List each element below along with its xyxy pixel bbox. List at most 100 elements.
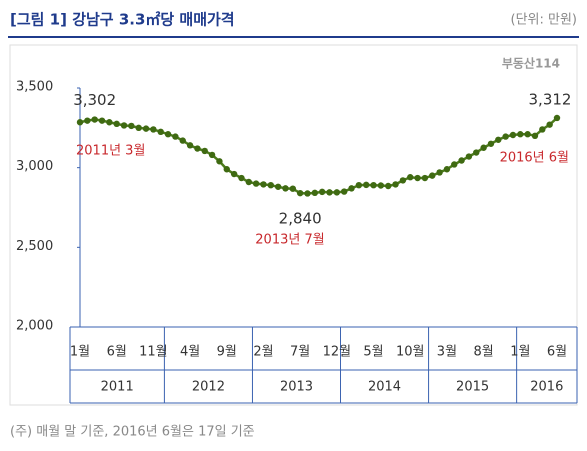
y-tick-label: 2,000: [16, 319, 53, 334]
y-tick-label: 3,500: [16, 80, 53, 95]
marker: [421, 174, 429, 182]
marker: [399, 177, 407, 184]
year-label: 2012: [192, 380, 225, 395]
marker: [465, 153, 473, 160]
marker: [223, 166, 230, 173]
x-tick-label: 7월: [290, 345, 310, 360]
marker: [194, 145, 201, 152]
marker: [414, 174, 421, 182]
x-tick-label: 1월: [510, 345, 530, 360]
marker: [128, 122, 135, 130]
marker: [186, 142, 194, 149]
marker: [553, 114, 561, 122]
marker: [524, 131, 531, 138]
marker: [509, 131, 517, 139]
marker: [106, 119, 113, 126]
x-tick-label: 12월: [323, 345, 352, 360]
marker: [120, 122, 128, 129]
marker: [407, 174, 414, 181]
annotation: 2013년 7월: [255, 233, 324, 248]
marker: [289, 185, 297, 192]
annotation: 2016년 6월: [500, 151, 569, 166]
annotation: 2011년 3월: [76, 144, 145, 159]
marker: [208, 151, 216, 159]
year-label: 2013: [280, 380, 313, 395]
marker: [340, 188, 348, 195]
year-label: 2011: [101, 380, 134, 395]
marker: [546, 121, 553, 128]
marker: [326, 189, 333, 196]
x-tick-label: 10월: [396, 345, 425, 360]
marker: [150, 126, 157, 133]
year-label: 2016: [530, 380, 563, 395]
marker: [91, 116, 98, 123]
marker: [377, 182, 385, 189]
marker: [230, 170, 238, 178]
x-tick-label: 1월: [70, 345, 90, 360]
marker: [238, 174, 245, 182]
marker: [113, 120, 120, 128]
x-tick-label: 8월: [473, 345, 493, 360]
marker: [135, 124, 142, 132]
marker: [311, 189, 319, 197]
marker: [98, 117, 106, 124]
unit-label: (단위: 만원): [511, 13, 578, 28]
x-tick-label: 4월: [180, 345, 200, 360]
x-tick-label: 6월: [107, 345, 127, 360]
marker: [436, 169, 443, 176]
year-label: 2015: [456, 380, 489, 395]
x-tick-label: 2월: [253, 345, 273, 360]
marker: [296, 189, 304, 197]
marker: [392, 181, 399, 188]
marker: [201, 147, 208, 155]
logo: 부동산114: [502, 56, 560, 71]
marker: [333, 189, 341, 196]
marker: [318, 188, 326, 196]
marker: [370, 181, 377, 189]
x-tick-label: 3월: [437, 345, 457, 360]
marker: [480, 144, 487, 151]
x-tick-label: 6월: [547, 345, 567, 360]
x-tick-label: 5월: [363, 345, 383, 360]
marker: [245, 178, 252, 186]
marker: [252, 180, 260, 187]
value-label: 3,302: [73, 91, 116, 109]
marker: [260, 181, 267, 188]
marker: [304, 190, 311, 197]
marker: [487, 140, 495, 147]
y-tick-label: 3,000: [16, 159, 53, 174]
marker: [451, 161, 458, 168]
marker: [495, 136, 502, 143]
marker: [539, 126, 546, 133]
marker: [385, 182, 392, 190]
x-tick-label: 9월: [217, 345, 237, 360]
footnote: (주) 매월 말 기준, 2016년 6월은 17일 기준: [10, 425, 255, 440]
marker: [216, 158, 223, 165]
marker: [473, 149, 480, 156]
chart-title: [그림 1] 강남구 3.3㎡당 매매가격: [10, 11, 235, 29]
marker: [164, 131, 172, 138]
marker: [157, 128, 164, 136]
marker: [531, 132, 539, 139]
marker: [363, 181, 370, 189]
marker: [172, 133, 179, 140]
x-tick-label: 11월: [139, 345, 168, 360]
marker: [502, 133, 509, 140]
marker: [267, 181, 274, 189]
marker: [142, 125, 150, 132]
marker: [443, 166, 451, 173]
marker: [429, 172, 436, 179]
marker: [517, 131, 524, 138]
year-label: 2014: [368, 380, 401, 395]
marker: [84, 117, 91, 124]
marker: [355, 181, 363, 189]
value-label: 3,312: [529, 90, 572, 108]
value-label: 2,840: [279, 210, 322, 228]
marker: [458, 157, 465, 164]
marker: [282, 185, 289, 192]
marker: [76, 119, 84, 126]
chart-frame: [9, 44, 578, 406]
y-tick-label: 2,500: [16, 239, 53, 254]
marker: [348, 185, 355, 192]
